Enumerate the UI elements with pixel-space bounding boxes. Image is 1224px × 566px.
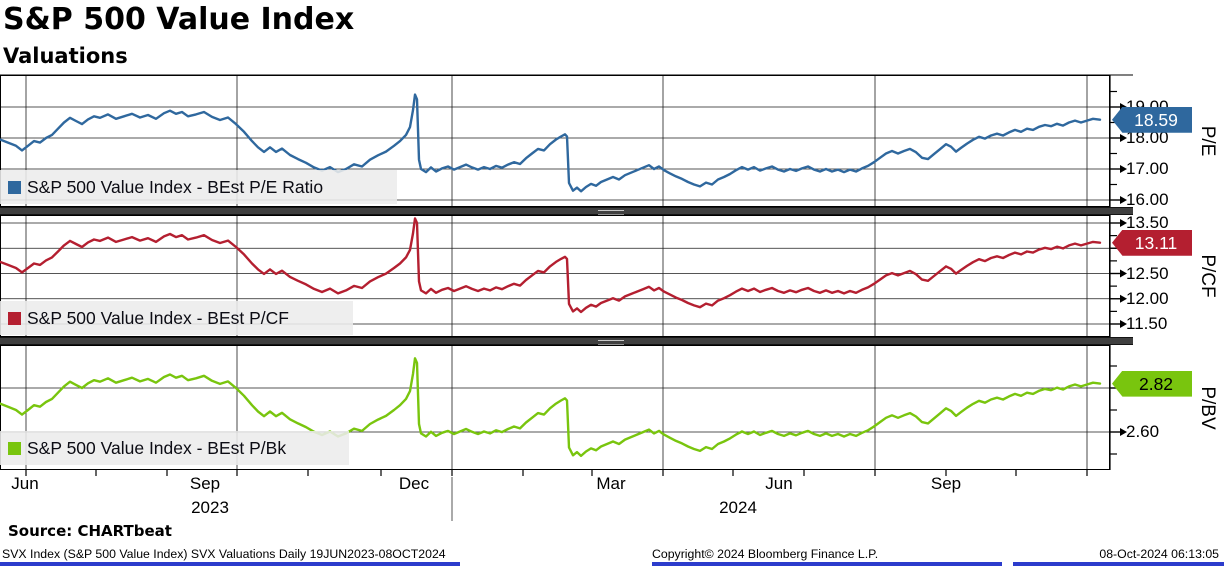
panel-separator-2[interactable] (0, 337, 1133, 345)
chart-subtitle: Valuations (3, 44, 128, 68)
footer-ticker-meta: SVX Index (S&P 500 Value Index) SVX Valu… (2, 547, 446, 561)
separator-2-drag-grip[interactable] (598, 340, 624, 345)
panel-plot-area-pe[interactable] (0, 75, 1110, 207)
footer-copyright: Copyright© 2024 Bloomberg Finance L.P. (652, 547, 879, 561)
separator-1-drag-grip[interactable] (598, 210, 624, 215)
footer-datetime: 08-Oct-2024 06:13:05 (1099, 547, 1219, 561)
panel-plot-area-pbv[interactable] (0, 345, 1110, 470)
source-label: Source: CHARTbeat (8, 522, 172, 540)
panel-plot-area-pcf[interactable] (0, 215, 1110, 337)
panel-separator-1[interactable] (0, 207, 1133, 215)
chart-title: S&P 500 Value Index (3, 2, 355, 37)
